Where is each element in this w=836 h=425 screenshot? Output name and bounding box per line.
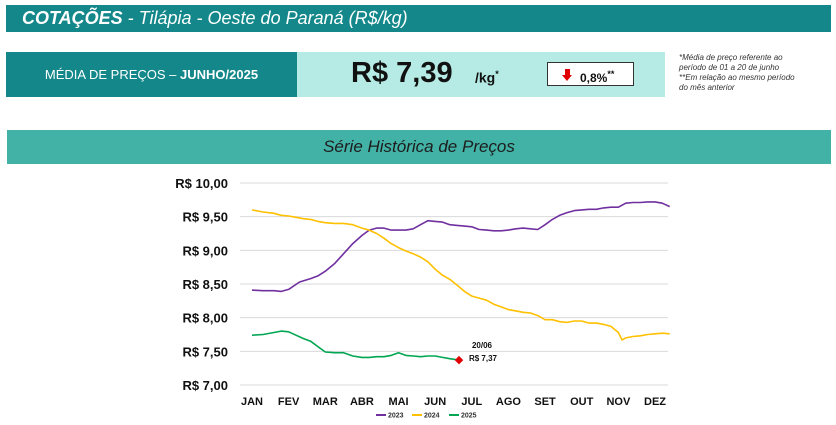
x-tick-label: ABR	[350, 396, 374, 408]
title-rest: - Tilápia - Oeste do Paraná (R$/kg)	[122, 8, 408, 28]
price-unit: /kg	[475, 69, 496, 86]
change-badge: 0,8%**	[547, 62, 634, 86]
annotation-date: 20/06	[472, 341, 493, 350]
change-text: 0,8%**	[580, 63, 614, 89]
chart-gridlines	[240, 182, 668, 386]
legend-label-2023: 2023	[388, 413, 404, 420]
y-tick-label: R$ 7,00	[182, 378, 228, 393]
price-unit-wrap: /kg*	[475, 69, 499, 86]
chart-annotation: 20/06 R$ 7,37	[454, 341, 498, 365]
note-2-line-2: do mês anterior	[679, 83, 735, 92]
change-mark: **	[607, 69, 615, 79]
price-history-chart: R$ 7,00 R$ 7,50 R$ 8,00 R$ 8,50 R$ 9,00 R$ 9,…	[175, 176, 671, 420]
series-line-2025	[251, 330, 460, 361]
price-unit-mark: *	[495, 69, 499, 79]
x-tick-label: NOV	[606, 396, 631, 408]
note-1-line-2: período de 01 a 20 de junho	[679, 63, 780, 72]
y-tick-label: R$ 9,00	[182, 243, 228, 258]
title-banner: COTAÇÕES - Tilápia - Oeste do Paraná (R$…	[6, 5, 831, 32]
x-tick-label: MAR	[313, 396, 338, 408]
average-label-box: MÉDIA DE PREÇOS – JUNHO/2025	[6, 52, 297, 97]
legend-label-2024: 2024	[424, 413, 440, 420]
x-tick-label: SET	[534, 396, 556, 408]
note-1-line-1: *Média de preço referente ao	[679, 53, 783, 62]
price-box: R$ 7,39 /kg* 0,8%**	[297, 52, 665, 97]
last-value-marker	[454, 355, 464, 365]
series-line-2023	[251, 201, 671, 293]
y-tick-label: R$ 8,50	[182, 277, 228, 292]
chart-series	[251, 201, 671, 361]
average-label-prefix: MÉDIA DE PREÇOS –	[44, 67, 181, 82]
x-tick-label: JUL	[461, 396, 482, 408]
y-tick-label: R$ 10,00	[175, 176, 228, 191]
x-tick-label: MAI	[388, 396, 408, 408]
legend-label-2025: 2025	[461, 413, 477, 420]
chart-legend: 2023 2024 2025	[376, 413, 477, 420]
x-tick-label: JUN	[424, 396, 446, 408]
x-tick-label: JAN	[241, 396, 263, 408]
footnotes: *Média de preço referente ao período de …	[679, 53, 829, 93]
x-tick-label: DEZ	[644, 396, 666, 408]
series-line-2024	[251, 209, 670, 341]
y-tick-label: R$ 9,50	[182, 210, 228, 225]
title-bold: COTAÇÕES	[22, 8, 123, 28]
average-label-period: JUNHO/2025	[180, 67, 259, 82]
y-tick-label: R$ 7,50	[182, 344, 228, 359]
note-2-line-1: **Em relação ao mesmo período	[679, 73, 795, 82]
y-axis-ticks: R$ 7,00 R$ 7,50 R$ 8,00 R$ 8,50 R$ 9,00 R$ 9,…	[175, 176, 228, 393]
x-tick-label: FEV	[278, 396, 300, 408]
x-axis-ticks: JAN FEV MAR ABR MAI JUN JUL AGO SET OUT NOV DEZ	[241, 396, 666, 408]
x-tick-label: AGO	[496, 396, 522, 408]
x-tick-label: OUT	[570, 396, 594, 408]
section-title: Série Histórica de Preços	[7, 130, 831, 164]
annotation-value: R$ 7,37	[469, 354, 498, 363]
y-tick-label: R$ 8,00	[182, 311, 228, 326]
change-value: 0,8%	[580, 71, 608, 85]
average-price: R$ 7,39	[351, 57, 453, 89]
